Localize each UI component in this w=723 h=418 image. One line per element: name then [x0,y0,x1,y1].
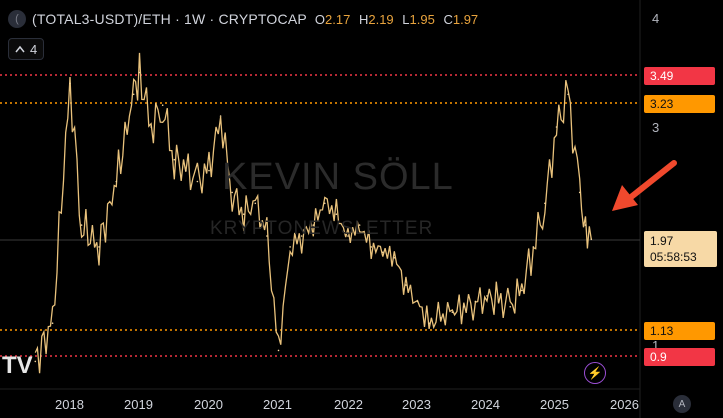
data-point [451,311,454,314]
close-value: 1.97 [452,11,479,27]
low-value: 1.95 [409,11,435,27]
current-price: 1.97 [650,234,674,248]
data-point [463,306,465,308]
data-point [428,322,430,325]
time-axis-label: 2018 [55,397,84,412]
arrow-annotation [612,160,677,211]
data-point [521,289,523,292]
data-point [173,158,176,161]
data-point [439,317,442,319]
price-axis-label: 1 [652,338,660,353]
time-axis-label: 2026 [610,397,639,412]
watermark-sub: KRYPTONEWSLETTER [210,218,434,239]
data-point [243,213,245,215]
auto-scale-button[interactable]: A [673,395,691,413]
indicator-count: 4 [30,41,38,57]
data-point [532,246,535,248]
data-point [51,322,54,325]
open-label: O [314,11,326,27]
data-point [578,191,581,194]
data-point [266,235,268,237]
data-point [150,126,152,128]
indicators-toggle-button[interactable]: 4 [8,38,45,60]
tradingview-logo[interactable]: TV [2,352,33,379]
data-point [393,257,396,259]
price-axis-label: 3 [652,120,660,135]
time-axis-label: 2020 [194,397,223,412]
data-point [289,246,291,248]
collapse-legend-icon[interactable]: ( [8,10,26,28]
data-point [555,126,558,128]
level-tag: 0.9 [644,348,715,366]
high-label: H [358,11,369,27]
data-point [254,202,257,205]
level-tag: 1.13 [644,322,715,340]
data-point [80,224,83,226]
data-point [208,169,210,172]
level-tag: 3.23 [644,95,715,113]
ohlc-values: O2.17 H2.19 L1.95 C1.97 [315,12,483,27]
data-point [161,104,164,106]
high-value: 2.19 [368,11,394,27]
data-point [347,235,349,237]
data-point [231,191,233,194]
data-point [335,213,338,215]
data-point [98,246,100,248]
watermark-name: KEVIN SÖLL [222,156,454,198]
data-point [34,360,37,363]
data-point [312,224,315,226]
data-point [474,300,477,303]
lightning-icon[interactable]: ⚡ [584,362,606,384]
data-point [416,300,419,303]
price-series-line [34,52,592,374]
data-point [584,224,587,226]
data-point [219,115,222,117]
data-point [382,251,384,254]
chevron-up-icon [15,45,25,53]
time-axis-label: 2024 [471,397,500,412]
data-point [405,284,407,286]
data-point [132,93,135,96]
time-axis-label: 2019 [124,397,153,412]
data-point [497,300,500,303]
data-point [358,224,361,226]
data-point [277,349,280,352]
data-point [590,238,593,241]
data-point [324,202,326,205]
data-point [138,71,141,74]
close-label: C [443,11,453,27]
data-point [544,202,546,205]
data-point [567,93,569,96]
low-label: L [402,11,410,27]
level-tag: 3.49 [644,67,715,85]
data-point [486,295,488,297]
symbol-title[interactable]: (TOTAL3-USDT)/ETH · 1W · CRYPTOCAP [32,11,307,27]
time-axis-label: 2021 [263,397,292,412]
current-price-box: 1.97 05:58:53 [644,231,717,267]
bar-countdown: 05:58:53 [650,250,697,264]
open-value: 2.17 [325,11,351,27]
data-point [196,180,199,183]
time-axis-label: 2023 [402,397,431,412]
data-point [69,82,71,85]
symbol-legend: ( (TOTAL3-USDT)/ETH · 1W · CRYPTOCAP O2.… [8,10,483,28]
data-point [185,169,187,172]
data-point [370,246,373,248]
price-axis-label: 4 [652,11,660,26]
time-axis-label: 2025 [540,397,569,412]
data-point [509,306,512,308]
data-point [300,235,303,237]
time-axis-label: 2022 [334,397,363,412]
data-point [115,180,118,183]
